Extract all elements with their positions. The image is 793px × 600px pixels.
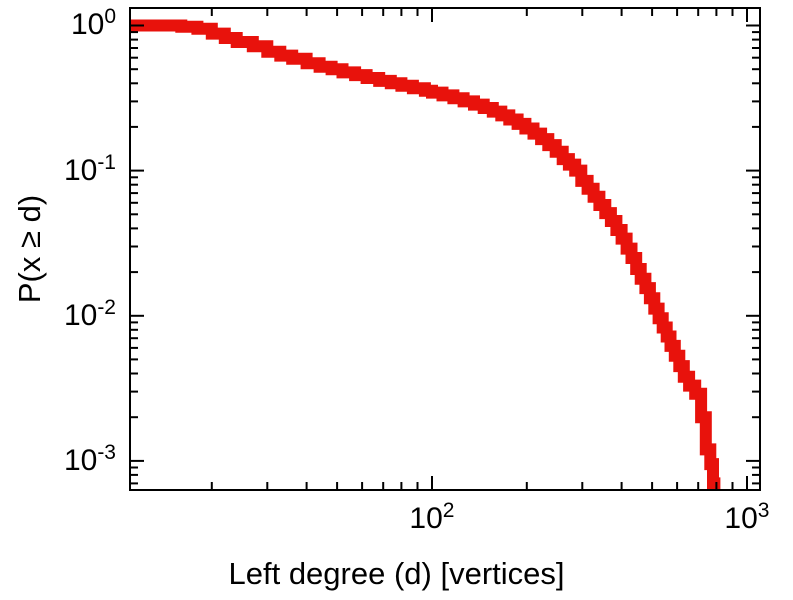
ccdf-curve (130, 19, 721, 490)
x-tick-label: 103 (724, 499, 770, 535)
y-tick-label: 10-2 (63, 295, 116, 332)
y-tick-label: 100 (70, 5, 116, 42)
y-tick-label: 10-3 (63, 440, 116, 477)
x-tick-label: 102 (409, 499, 455, 535)
plot-border (129, 7, 761, 491)
y-tick-label: 10-1 (63, 150, 116, 187)
y-axis-title: P(x ≥ d) (12, 194, 47, 304)
x-axis-title: Left degree (d) [vertices] (228, 556, 565, 591)
